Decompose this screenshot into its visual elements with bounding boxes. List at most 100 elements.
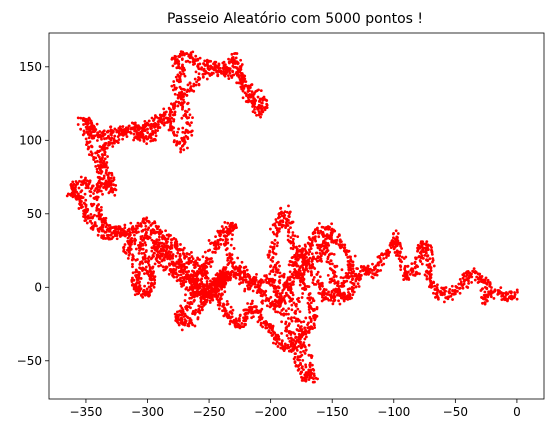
data-point [333, 282, 337, 285]
data-point [444, 296, 448, 300]
data-point [283, 210, 287, 214]
data-point [135, 224, 138, 228]
data-point [272, 341, 275, 345]
data-point [426, 259, 430, 262]
data-point [130, 278, 134, 282]
data-point [155, 115, 158, 119]
data-point [147, 259, 151, 263]
data-point [194, 265, 197, 269]
data-point [342, 284, 346, 288]
data-point [236, 256, 240, 260]
data-point [404, 276, 407, 279]
data-point [312, 236, 315, 240]
data-point [303, 337, 307, 341]
data-point [205, 275, 209, 279]
data-point [357, 278, 361, 282]
data-point [276, 216, 280, 220]
data-point [218, 269, 222, 273]
data-point [318, 275, 322, 279]
data-point [128, 130, 132, 134]
data-point [133, 233, 136, 237]
data-point [330, 277, 333, 281]
data-point [180, 57, 184, 61]
data-point [164, 240, 168, 244]
data-point [347, 291, 350, 294]
data-point [98, 181, 102, 184]
data-point [328, 267, 332, 270]
data-point [311, 281, 315, 285]
data-point [231, 228, 235, 232]
data-point [391, 232, 395, 236]
data-point [295, 245, 298, 249]
data-point [300, 296, 304, 299]
data-point [143, 291, 147, 295]
data-point [217, 246, 220, 250]
data-point [428, 285, 431, 289]
data-point [93, 129, 97, 133]
data-point [214, 279, 218, 283]
data-point [153, 138, 157, 142]
data-point [405, 274, 409, 277]
data-point [84, 211, 88, 215]
data-point [301, 261, 305, 264]
data-point [392, 247, 396, 251]
data-point [277, 223, 281, 227]
data-point [100, 169, 103, 173]
data-point [69, 184, 73, 188]
data-point [79, 195, 83, 198]
data-point [86, 186, 90, 190]
data-point [186, 83, 190, 87]
data-point [182, 262, 186, 266]
data-point [101, 192, 104, 196]
data-point [179, 273, 183, 277]
data-point [95, 122, 99, 126]
data-point [159, 231, 163, 235]
data-point [209, 265, 213, 268]
data-point [289, 236, 293, 239]
data-point [158, 250, 161, 253]
data-point [133, 237, 137, 241]
data-point [88, 140, 92, 144]
data-point [515, 297, 519, 301]
data-point [273, 305, 276, 308]
data-point [232, 318, 236, 322]
data-point [218, 301, 222, 305]
data-point [258, 318, 261, 322]
data-point [108, 176, 111, 180]
data-point [182, 72, 186, 76]
data-point [397, 242, 400, 246]
data-point [176, 66, 180, 69]
data-point [178, 52, 182, 56]
data-point [102, 186, 105, 189]
data-point [183, 140, 187, 143]
data-point [182, 312, 185, 315]
data-point [189, 273, 193, 277]
data-point [114, 183, 118, 187]
data-point [100, 236, 103, 239]
data-point [399, 268, 403, 272]
data-point [163, 268, 167, 272]
data-point [346, 263, 350, 267]
data-point [174, 268, 178, 272]
data-point [318, 252, 322, 255]
data-point [176, 310, 179, 314]
data-point [183, 112, 187, 116]
data-point [265, 304, 269, 308]
data-point [219, 237, 223, 241]
data-point [221, 61, 225, 65]
data-point [464, 271, 468, 275]
data-point [513, 291, 516, 294]
data-point [190, 286, 193, 290]
data-point [211, 277, 215, 281]
data-point [160, 259, 164, 263]
data-point [274, 263, 277, 267]
data-point [326, 273, 330, 277]
data-point [256, 289, 260, 292]
data-point [294, 352, 297, 356]
data-point [309, 245, 312, 248]
data-point [99, 189, 103, 193]
data-point [177, 260, 181, 264]
data-point [180, 328, 184, 332]
data-point [320, 231, 324, 235]
